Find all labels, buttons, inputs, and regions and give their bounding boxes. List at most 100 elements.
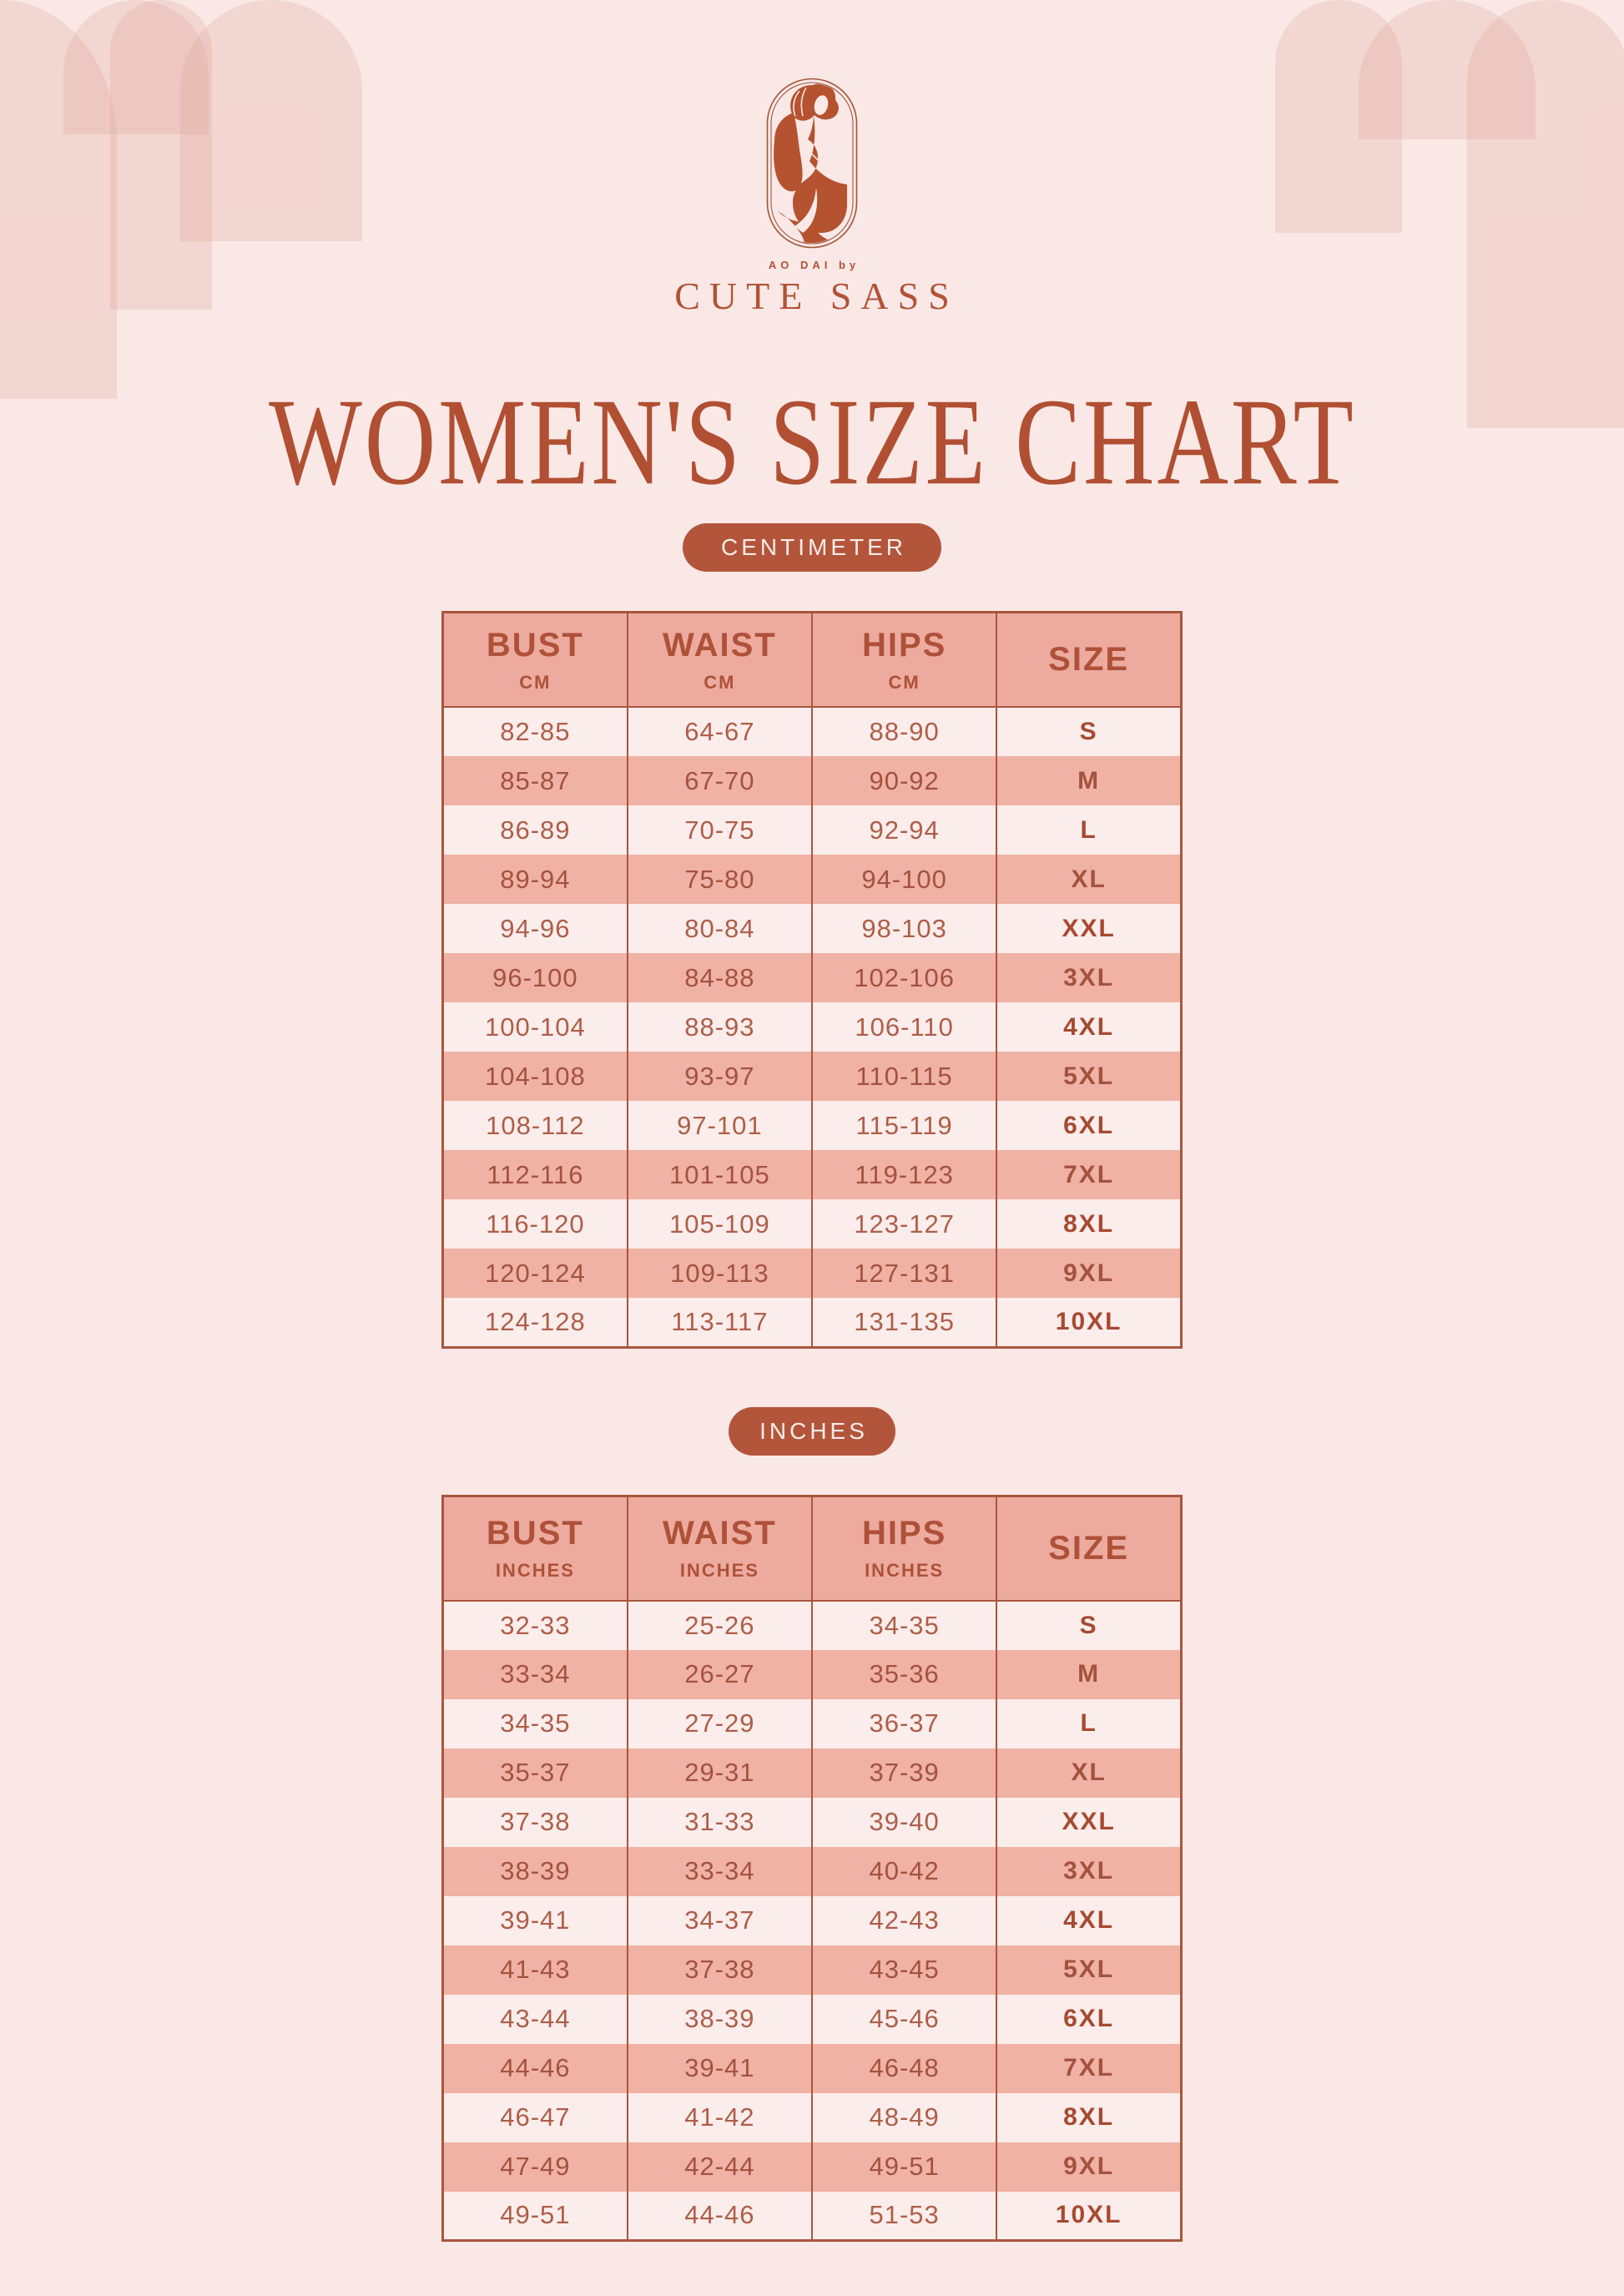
hips-cell: 119-123	[810, 1150, 997, 1199]
table-row: 124-128 113-117 131-135 10XL	[442, 1298, 1182, 1347]
size-cell: 8XL	[996, 1199, 1182, 1249]
size-cell: XL	[996, 1748, 1182, 1798]
waist-cell: 41-42	[626, 2092, 812, 2142]
waist-cell: 97-101	[626, 1101, 812, 1150]
waist-cell: 80-84	[626, 904, 812, 953]
size-table-centimeter: BUST CM WAIST CM HIPS CM SIZE 82-85 64-67 88-90 S 8…	[441, 611, 1183, 1349]
bust-cell: 120-124	[484, 1258, 586, 1288]
size-cell: 6XL	[996, 1994, 1182, 2044]
size-cell: M	[996, 756, 1182, 805]
table-row: 44-46 39-41 46-48 7XL	[442, 2043, 1182, 2093]
decorative-arch	[110, 0, 212, 310]
decorative-arch	[1359, 0, 1536, 139]
size-cell: S	[996, 707, 1182, 756]
waist-cell: 105-109	[626, 1199, 812, 1249]
waist-cell: 26-27	[626, 1649, 812, 1699]
bust-cell: 37-38	[500, 1807, 571, 1836]
waist-cell: 101-105	[626, 1150, 812, 1199]
table-row: 46-47 41-42 48-49 8XL	[442, 2092, 1182, 2142]
waist-cell: 42-44	[626, 2142, 812, 2192]
size-cell: S	[996, 1600, 1182, 1650]
bust-cell: 33-34	[500, 1659, 571, 1688]
brand-name: CUTE SASS	[674, 275, 959, 317]
waist-cell: 27-29	[626, 1698, 812, 1748]
waist-cell: 75-80	[626, 855, 812, 904]
table-row: 120-124 109-113 127-131 9XL	[442, 1249, 1182, 1298]
hips-cell: 42-43	[810, 1895, 997, 1945]
brand-logo	[766, 78, 858, 249]
waist-cell: 93-97	[626, 1052, 812, 1101]
unit-badge-inches: INCHES	[729, 1406, 895, 1456]
table-row: 41-43 37-38 43-45 5XL	[442, 1945, 1182, 1995]
bust-cell: 39-41	[500, 1905, 571, 1935]
table-row: 39-41 34-37 42-43 4XL	[442, 1895, 1182, 1945]
size-cell: XL	[996, 855, 1182, 904]
bust-cell: 94-96	[500, 913, 571, 943]
hips-cell: 92-94	[810, 805, 997, 855]
table-row: 82-85 64-67 88-90 S	[442, 707, 1182, 756]
table-row: 94-96 80-84 98-103 XXL	[442, 904, 1182, 953]
table-row: 47-49 42-44 49-51 9XL	[442, 2142, 1182, 2192]
bust-cell: 43-44	[500, 2004, 571, 2033]
section-centimeter: CENTIMETER BUST CM WAIST CM HIPS CM SIZE 82-85 6…	[441, 488, 1183, 1349]
hips-cell: 48-49	[810, 2092, 997, 2142]
size-cell: 5XL	[996, 1052, 1182, 1101]
column-header-size: SIZE	[996, 1496, 1182, 1602]
bust-cell: 34-35	[500, 1708, 571, 1738]
table-row: 35-37 29-31 37-39 XL	[442, 1748, 1182, 1798]
hips-cell: 88-90	[810, 707, 997, 756]
hips-cell: 127-131	[810, 1249, 997, 1298]
table-row: 116-120 105-109 123-127 8XL	[442, 1199, 1182, 1249]
size-cell: 9XL	[996, 1249, 1182, 1298]
bust-cell: 49-51	[500, 2200, 571, 2230]
table-row: 32-33 25-26 34-35 S	[442, 1600, 1182, 1650]
bust-cell: 32-33	[500, 1610, 571, 1640]
hips-cell: 123-127	[810, 1199, 997, 1249]
unit-badge-centimeter: CENTIMETER	[683, 523, 941, 572]
hips-cell: 106-110	[810, 1002, 997, 1052]
column-header-waist: WAIST CM	[626, 612, 812, 708]
hips-cell: 37-39	[810, 1748, 997, 1798]
hips-cell: 49-51	[810, 2142, 997, 2192]
table-row: 34-35 27-29 36-37 L	[442, 1698, 1182, 1748]
hips-cell: 110-115	[810, 1052, 997, 1101]
hips-cell: 90-92	[810, 756, 997, 805]
waist-cell: 37-38	[626, 1945, 812, 1995]
decorative-arch	[1467, 0, 1624, 428]
bust-cell: 47-49	[500, 2152, 571, 2181]
size-cell: 6XL	[996, 1101, 1182, 1150]
waist-cell: 34-37	[626, 1895, 812, 1945]
size-cell: XXL	[996, 1797, 1182, 1847]
decorative-arch	[0, 0, 117, 399]
bust-cell: 116-120	[486, 1209, 585, 1239]
size-cell: 7XL	[996, 1150, 1182, 1199]
header-row: BUST INCHES WAIST INCHES HIPS INCHES SIZE	[442, 1496, 1182, 1602]
waist-cell: 88-93	[626, 1002, 812, 1052]
waist-cell: 33-34	[626, 1846, 812, 1896]
table-row: 104-108 93-97 110-115 5XL	[442, 1052, 1182, 1101]
waist-cell: 64-67	[626, 707, 812, 756]
brand-tagline: AO DAI by	[768, 259, 860, 271]
bust-cell: 100-104	[484, 1012, 586, 1042]
bust-cell: 124-128	[484, 1306, 586, 1336]
size-cell: 10XL	[996, 1298, 1182, 1347]
bust-cell: 35-37	[500, 1758, 571, 1787]
column-header-size: SIZE	[996, 612, 1182, 708]
waist-cell: 39-41	[626, 2043, 812, 2093]
hips-cell: 131-135	[810, 1298, 997, 1347]
hips-cell: 102-106	[810, 953, 997, 1002]
waist-cell: 67-70	[626, 756, 812, 805]
table-row: 89-94 75-80 94-100 XL	[442, 855, 1182, 904]
column-header-bust: BUST INCHES	[442, 1496, 628, 1602]
column-header-hips: HIPS INCHES	[810, 1496, 997, 1602]
bust-cell: 46-47	[500, 2102, 571, 2132]
table-row: 37-38 31-33 39-40 XXL	[442, 1797, 1182, 1847]
size-cell: 10XL	[996, 2191, 1182, 2241]
bust-cell: 89-94	[500, 864, 571, 894]
table-row: 33-34 26-27 35-36 M	[442, 1649, 1182, 1699]
waist-cell: 109-113	[626, 1249, 812, 1298]
hips-cell: 39-40	[810, 1797, 997, 1847]
content-column: AO DAI by CUTE SASS WOMEN'S SIZE CHART C…	[269, 78, 1353, 2242]
size-cell: XXL	[996, 904, 1182, 953]
